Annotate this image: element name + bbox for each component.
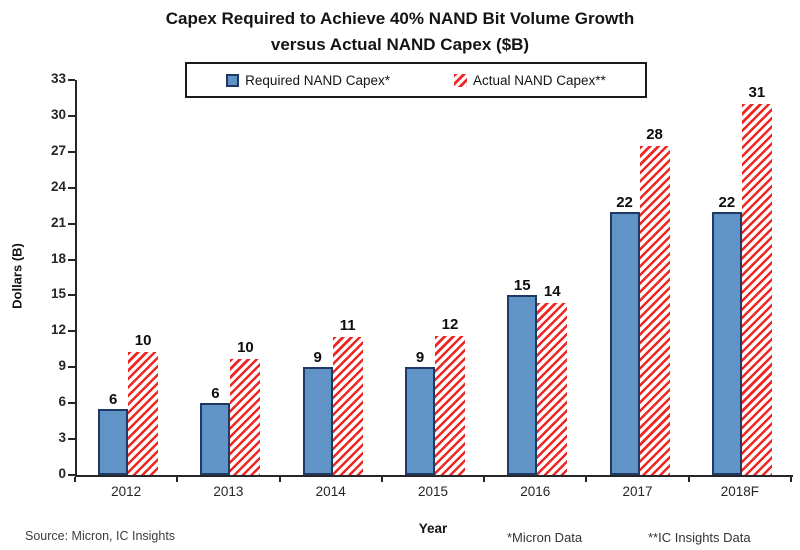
y-tick-label: 12 — [50, 322, 66, 338]
chart-title-line-2: versus Actual NAND Capex ($B) — [270, 35, 530, 55]
x-category-label: 2012 — [111, 484, 142, 499]
bar-group-2017: 22 28 — [588, 80, 690, 475]
bar-value-label: 12 — [441, 316, 459, 333]
y-tick-label: 9 — [58, 358, 66, 374]
bar-value-label: 9 — [415, 349, 425, 366]
x-category-label: 2018F — [720, 484, 759, 499]
bars-layer: 6 10 6 10 9 11 9 12 15 14 22 28 22 31 — [77, 80, 793, 475]
chart-title-line-1: Capex Required to Achieve 40% NAND Bit V… — [165, 9, 635, 28]
legend-item-actual: Actual NAND Capex** — [454, 73, 606, 88]
red-hatch-swatch-icon — [454, 73, 467, 87]
required-capex-bar: 15 — [507, 277, 538, 475]
bar-value-label: 9 — [313, 349, 322, 366]
bar-group-2013: 6 10 — [179, 80, 281, 475]
y-tick-label: 33 — [50, 71, 66, 86]
required-capex-bar: 6 — [98, 391, 129, 475]
x-tick-mark — [74, 477, 76, 482]
actual-capex-bar: 11 — [332, 317, 363, 475]
bar-group-2018f: 22 31 — [691, 80, 793, 475]
x-axis-title: Year — [418, 521, 448, 536]
required-capex-bar: 6 — [200, 385, 231, 475]
plot-area: 6 10 6 10 9 11 9 12 15 14 22 28 22 31 — [75, 80, 793, 477]
required-capex-bar: 22 — [609, 194, 640, 475]
y-tick-mark — [68, 222, 75, 225]
required-capex-bar: 9 — [404, 349, 435, 475]
y-tick-label: 24 — [50, 178, 66, 194]
legend-item-required: Required NAND Capex* — [226, 73, 390, 88]
x-tick-mark — [176, 477, 179, 482]
y-axis-title: Dollars (B) — [9, 243, 25, 309]
x-tick-mark — [687, 477, 690, 482]
y-tick-mark — [68, 186, 75, 189]
footnote-ic-insights-data: **IC Insights Data — [648, 530, 751, 545]
y-tick-label: 15 — [50, 286, 66, 302]
y-tick-mark — [68, 474, 75, 476]
x-category-label: 2015 — [417, 484, 448, 499]
y-tick-label: 27 — [50, 142, 66, 158]
y-tick-label: 0 — [58, 466, 66, 481]
x-axis-category-labels: 2012 2013 2014 2015 2016 2017 2018F — [75, 484, 791, 499]
x-tick-mark — [278, 477, 281, 482]
source-note: Source: Micron, IC Insights — [25, 529, 176, 543]
y-tick-mark — [68, 366, 75, 369]
bar-group-2014: 9 11 — [282, 80, 384, 475]
actual-capex-bar: 28 — [639, 126, 670, 475]
bar-value-label: 28 — [646, 126, 663, 143]
actual-capex-bar: 10 — [230, 339, 261, 475]
x-category-label: 2016 — [520, 484, 551, 499]
bar-group-2015: 9 12 — [384, 80, 486, 475]
x-tick-mark — [380, 477, 383, 482]
bar-value-label: 6 — [211, 385, 220, 402]
legend-label-actual: Actual NAND Capex** — [473, 72, 606, 88]
required-capex-bar: 9 — [302, 349, 333, 475]
actual-capex-bar: 31 — [741, 84, 772, 475]
y-tick-label: 3 — [58, 430, 66, 446]
bar-value-label: 10 — [134, 332, 152, 349]
actual-capex-bar: 12 — [434, 316, 465, 475]
y-tick-label: 21 — [50, 214, 66, 230]
bar-value-label: 6 — [108, 391, 118, 408]
y-tick-mark — [68, 294, 75, 297]
bar-value-label: 22 — [616, 194, 633, 211]
y-tick-mark — [68, 258, 75, 261]
x-category-label: 2017 — [622, 484, 653, 499]
y-tick-label: 30 — [50, 106, 66, 122]
bar-value-label: 14 — [543, 283, 561, 300]
y-tick-mark — [68, 114, 75, 117]
footnote-micron-data: *Micron Data — [507, 530, 583, 545]
bar-value-label: 10 — [237, 339, 254, 356]
actual-capex-bar: 10 — [128, 332, 159, 475]
bar-value-label: 22 — [718, 194, 736, 211]
actual-capex-bar: 14 — [537, 283, 568, 475]
blue-square-swatch-icon — [226, 73, 240, 87]
y-tick-mark — [68, 402, 75, 405]
y-tick-mark — [68, 438, 75, 441]
y-tick-mark — [68, 330, 75, 333]
required-capex-bar: 22 — [711, 194, 742, 475]
y-tick-label: 6 — [58, 394, 66, 410]
x-category-label: 2013 — [213, 484, 244, 499]
x-category-label: 2014 — [315, 484, 346, 499]
chart-title: Capex Required to Achieve 40% NAND Bit V… — [0, 6, 800, 59]
bar-group-2016: 15 14 — [486, 80, 588, 475]
legend-label-required: Required NAND Capex* — [245, 72, 390, 88]
x-tick-mark — [585, 477, 588, 482]
y-tick-label: 18 — [50, 250, 66, 266]
y-tick-mark — [68, 79, 75, 81]
bar-value-label: 15 — [513, 277, 531, 294]
bar-value-label: 31 — [748, 84, 766, 101]
bar-group-2012: 6 10 — [77, 80, 179, 475]
legend: Required NAND Capex* Actual NAND Capex** — [185, 62, 647, 98]
x-tick-mark — [483, 477, 486, 482]
bar-value-label: 11 — [339, 317, 356, 334]
x-tick-mark — [790, 477, 792, 482]
y-tick-mark — [68, 150, 75, 153]
